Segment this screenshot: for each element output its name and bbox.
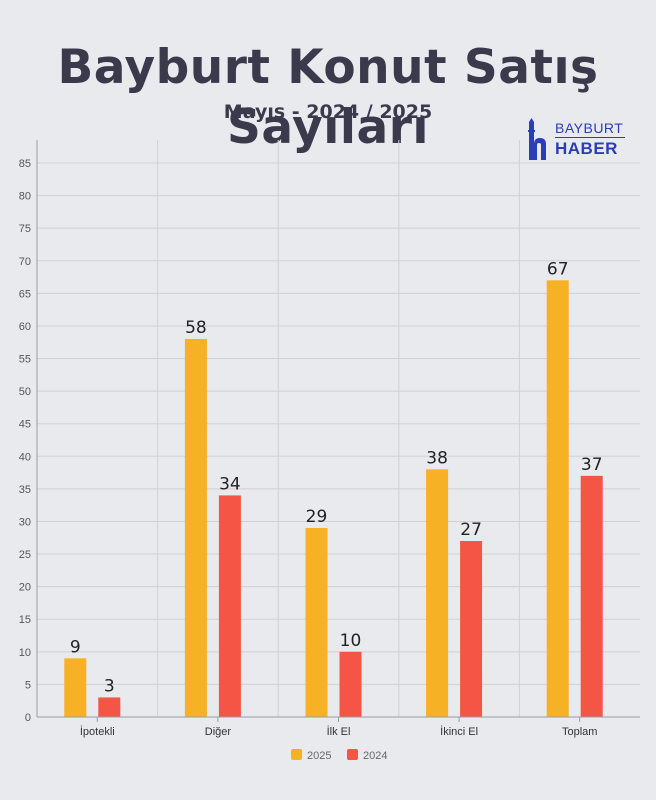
data-label: 67 bbox=[547, 259, 569, 279]
chart-title: Bayburt Konut Satış Sayıları bbox=[57, 40, 599, 155]
y-tick-label: 80 bbox=[19, 191, 31, 203]
y-tick-label: 30 bbox=[19, 516, 31, 528]
bar-2025 bbox=[64, 658, 87, 717]
data-label: 29 bbox=[306, 507, 328, 527]
data-label: 9 bbox=[70, 637, 81, 657]
legend-swatch bbox=[291, 749, 302, 760]
bar-2024 bbox=[339, 651, 362, 717]
legend-item: 2025 bbox=[291, 749, 331, 762]
y-tick-label: 55 bbox=[19, 354, 31, 366]
data-label: 10 bbox=[340, 631, 362, 651]
y-tick-label: 75 bbox=[19, 223, 31, 235]
data-label: 27 bbox=[460, 520, 482, 540]
bar-2024 bbox=[98, 697, 121, 717]
x-tick-label: Toplam bbox=[562, 726, 597, 738]
bar-2025 bbox=[305, 527, 328, 717]
y-tick-label: 85 bbox=[19, 158, 31, 170]
minaret-h-logo-icon bbox=[528, 118, 546, 160]
logo-bottom-text: HABER bbox=[555, 139, 618, 158]
y-tick-label: 60 bbox=[19, 321, 31, 333]
y-tick-label: 40 bbox=[19, 451, 31, 463]
bar-2024 bbox=[460, 541, 483, 717]
y-tick-label: 20 bbox=[19, 582, 31, 594]
x-tick-label: İpotekli bbox=[80, 725, 115, 738]
axes: 0 5 10 15 20 25 30 35 40 45 50 55 60 65 70 75 80 85 İpotek… bbox=[19, 140, 640, 738]
chart-subtitle: Mayıs - 2024 / 2025 bbox=[223, 101, 433, 123]
legend-item: 2024 bbox=[347, 749, 387, 762]
logo-top-text: BAYBURT bbox=[555, 120, 624, 136]
data-label: 3 bbox=[104, 676, 115, 696]
legend-swatch bbox=[347, 749, 358, 760]
bars: 9 3 58 34 29 10 38 27 67 37 bbox=[64, 259, 603, 717]
data-label: 58 bbox=[185, 318, 207, 338]
bar-2024 bbox=[218, 495, 241, 717]
y-tick-label: 45 bbox=[19, 419, 31, 431]
y-tick-label: 35 bbox=[19, 484, 31, 496]
bar-2025 bbox=[184, 338, 207, 717]
legend-label: 2024 bbox=[363, 750, 387, 762]
x-tick-label: Diğer bbox=[205, 726, 232, 738]
y-tick-label: 65 bbox=[19, 288, 31, 300]
grid-lines bbox=[37, 140, 640, 717]
legend: 2025 2024 bbox=[291, 749, 387, 762]
y-tick-label: 50 bbox=[19, 386, 31, 398]
y-tick-label: 10 bbox=[19, 647, 31, 659]
y-tick-label: 5 bbox=[25, 679, 31, 691]
legend-label: 2025 bbox=[307, 750, 331, 762]
x-tick-label: İkinci El bbox=[440, 725, 478, 738]
y-tick-label: 15 bbox=[19, 614, 31, 626]
brand-logo: BAYBURT HABER bbox=[525, 118, 635, 162]
data-label: 37 bbox=[581, 455, 603, 475]
y-tick-label: 0 bbox=[25, 712, 31, 724]
data-label: 34 bbox=[219, 474, 241, 494]
bar-2025 bbox=[426, 469, 449, 717]
bar-2024 bbox=[580, 475, 603, 717]
x-tick-label: İlk El bbox=[327, 725, 351, 738]
data-label: 38 bbox=[426, 448, 448, 468]
bar-2025 bbox=[546, 280, 569, 717]
y-tick-label: 70 bbox=[19, 256, 31, 268]
y-tick-label: 25 bbox=[19, 549, 31, 561]
logo-divider bbox=[555, 137, 625, 138]
